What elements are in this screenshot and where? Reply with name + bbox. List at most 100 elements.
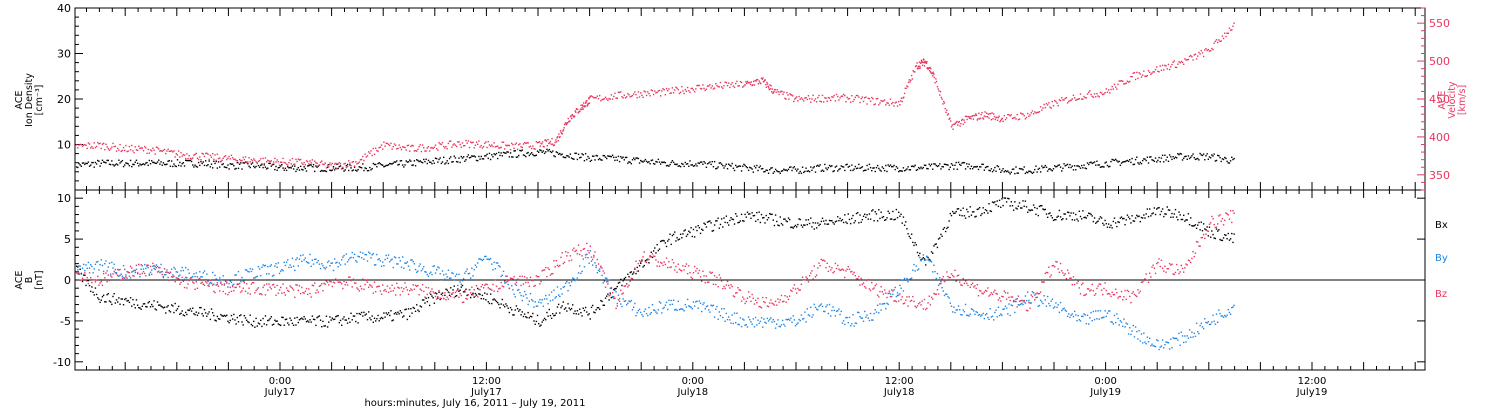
bx-series-point	[459, 289, 461, 292]
by-series-point	[698, 300, 701, 302]
by-series-point	[1039, 299, 1042, 302]
bz-series-point	[174, 280, 176, 283]
velocity-series-point	[577, 112, 579, 114]
by-series-point	[440, 278, 443, 281]
velocity-series-point	[1214, 40, 1217, 43]
velocity-series-point	[997, 116, 1000, 119]
density-series-point	[737, 165, 739, 168]
velocity-series-point	[1152, 71, 1154, 73]
velocity-series-point	[180, 152, 182, 154]
velocity-series-point	[887, 102, 889, 104]
bx-series-point	[399, 310, 402, 312]
density-series-point	[985, 166, 988, 168]
bz-series-point	[151, 273, 153, 276]
by-series-point	[447, 269, 450, 271]
bx-series-point	[480, 297, 482, 300]
by-series-point	[846, 316, 848, 319]
bx-series-point	[1037, 214, 1039, 217]
by-series-point	[161, 270, 163, 273]
by-series-point	[479, 258, 481, 260]
bx-series-point	[963, 215, 966, 217]
velocity-series-point	[785, 98, 787, 100]
by-series-point	[573, 278, 575, 280]
density-series-point	[200, 160, 202, 163]
by-series-point	[343, 254, 345, 257]
bz-series-point	[360, 288, 363, 290]
velocity-series-point	[472, 141, 474, 144]
bx-series-point	[196, 314, 199, 316]
by-series-point	[632, 306, 635, 308]
by-series-point	[837, 309, 839, 312]
density-series-point	[389, 162, 391, 165]
density-series-point	[142, 163, 145, 165]
bx-series-point	[959, 214, 961, 216]
by-series-point	[1022, 303, 1024, 306]
velocity-series-point	[710, 87, 712, 89]
top-panel-frame	[74, 7, 1426, 191]
bx-series-point	[181, 310, 183, 312]
density-series-point	[1131, 157, 1133, 160]
velocity-series-point	[665, 87, 668, 90]
velocity-series-point	[756, 79, 758, 81]
by-series-point	[106, 270, 108, 272]
velocity-series-point	[839, 97, 841, 99]
by-series-point	[745, 323, 747, 326]
density-series-point	[350, 167, 352, 169]
velocity-series-point	[968, 117, 971, 119]
velocity-series-point	[199, 156, 201, 158]
bx-series-point	[930, 251, 933, 253]
density-series-point	[460, 155, 462, 158]
density-series-point	[864, 169, 866, 172]
density-series-point	[1092, 162, 1095, 164]
bz-series-point	[255, 289, 257, 292]
bx-series-point	[126, 300, 128, 302]
bx-series-point	[138, 306, 140, 309]
velocity-series-point	[492, 145, 494, 148]
by-series-point	[854, 322, 857, 324]
density-series-point	[440, 162, 443, 165]
velocity-series-point	[181, 155, 183, 157]
by-series-point	[555, 296, 557, 298]
bx-series-point	[367, 311, 370, 313]
density-series-point	[615, 156, 617, 159]
bx-series-point	[390, 310, 392, 312]
by-series-point	[1045, 305, 1048, 307]
by-series-point	[1175, 337, 1178, 340]
by-series-point	[546, 298, 548, 300]
density-series-point	[496, 157, 499, 160]
velocity-series-point	[106, 146, 108, 148]
bx-series-point	[715, 220, 717, 222]
bz-series-point	[260, 293, 262, 295]
density-series-point	[414, 165, 417, 167]
velocity-series-point	[807, 95, 810, 97]
bz-series-point	[285, 287, 288, 289]
velocity-series-point	[572, 114, 574, 117]
velocity-axis-tick-label: 450	[1429, 93, 1450, 106]
bx-series-point	[703, 222, 705, 224]
by-series-point	[801, 318, 804, 320]
density-series-point	[1028, 170, 1030, 172]
velocity-series	[75, 22, 1235, 170]
by-series-point	[716, 305, 718, 308]
bx-series-point	[237, 321, 240, 323]
velocity-series-point	[102, 142, 105, 145]
density-series-point	[708, 162, 710, 164]
bx-series-point	[804, 224, 806, 226]
density-series-point	[779, 172, 781, 175]
by-series-point	[1225, 316, 1227, 318]
bz-series-point	[446, 296, 448, 298]
velocity-series-point	[1173, 60, 1176, 62]
density-series-point	[97, 159, 99, 162]
velocity-series-point	[557, 139, 559, 142]
by-series-point	[641, 313, 643, 316]
by-series-point	[85, 264, 87, 266]
velocity-series-point	[895, 101, 898, 103]
by-series-point	[270, 264, 273, 266]
bx-series-point	[771, 213, 773, 216]
bx-series-point	[944, 230, 947, 233]
by-series-point	[566, 280, 568, 283]
density-series-point	[875, 166, 878, 169]
velocity-series-point	[147, 148, 149, 151]
bx-series-point	[861, 218, 864, 221]
density-series-point	[973, 166, 975, 168]
